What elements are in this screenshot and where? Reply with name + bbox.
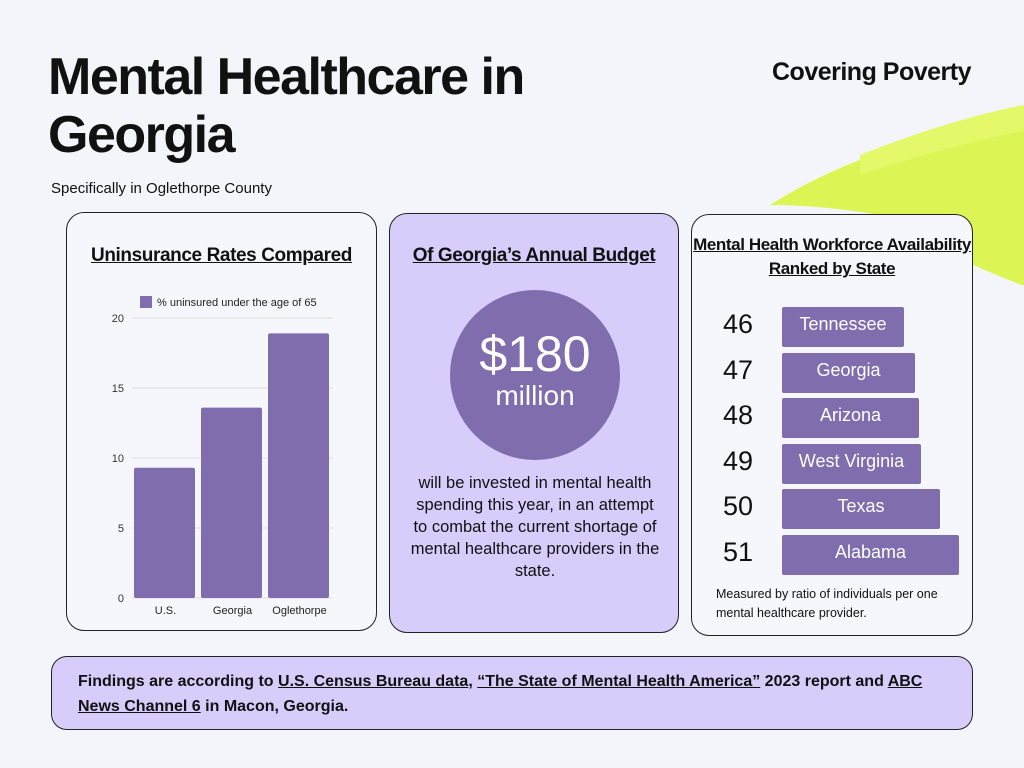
workforce-card: Mental Health Workforce Availability Ran… xyxy=(691,214,973,636)
budget-unit: million xyxy=(495,380,575,411)
y-tick-label: 0 xyxy=(118,593,124,605)
abc-news-link[interactable]: ABC News Channel 6 xyxy=(78,673,923,715)
rank-bar-texas: Texas xyxy=(782,489,940,529)
x-tick-label: U.S. xyxy=(155,605,176,617)
uninsurance-heading: Uninsurance Rates Compared xyxy=(91,245,352,266)
rank-bar-tennessee: Tennessee xyxy=(782,307,904,347)
rank-bar-arizona: Arizona xyxy=(782,398,919,438)
rank-bar-west-virginia: West Virginia xyxy=(782,443,921,484)
workforce-note: Measured by ratio of individuals per one… xyxy=(716,587,938,620)
y-tick-label: 10 xyxy=(112,453,124,465)
budget-circle: $180 million xyxy=(450,290,620,460)
rank-number: 48 xyxy=(722,400,754,430)
page-subtitle: Specifically in Oglethorpe County xyxy=(51,180,272,197)
footer-text: Findings are according to xyxy=(78,673,279,690)
budget-amount: $180 xyxy=(479,326,591,382)
y-tick-label: 20 xyxy=(112,313,124,325)
rank-number: 46 xyxy=(722,309,754,339)
workforce-heading: Mental Health Workforce Availability Ran… xyxy=(693,235,971,278)
x-tick-label: Georgia xyxy=(213,605,253,617)
rank-bar-alabama: Alabama xyxy=(782,534,959,575)
budget-card: Of Georgia’s Annual Budget $180 million … xyxy=(389,213,679,633)
page-title: Mental Healthcare in Georgia xyxy=(48,48,525,164)
bar-oglethorpe xyxy=(268,333,329,598)
bar-us xyxy=(134,467,195,598)
legend-swatch xyxy=(140,296,152,308)
budget-description: will be invested in mental health spendi… xyxy=(410,474,660,580)
rank-number: 51 xyxy=(722,536,754,567)
y-tick-label: 15 xyxy=(112,383,124,395)
bar-georgia xyxy=(201,407,262,598)
rank-number: 50 xyxy=(722,491,754,521)
footer-text: 2023 report and xyxy=(760,673,888,690)
legend-label: % uninsured under the age of 65 xyxy=(157,297,317,309)
budget-heading: Of Georgia’s Annual Budget xyxy=(412,245,656,266)
footer-text: , xyxy=(468,673,478,690)
brand-label: Covering Poverty xyxy=(772,58,972,86)
x-tick-label: Oglethorpe xyxy=(272,605,326,617)
uninsurance-card: Uninsurance Rates Compared 0 5 10 15 20 % uni… xyxy=(66,212,377,631)
sources-footer: Findings are according to U.S. Census Bu… xyxy=(51,656,973,730)
census-link[interactable]: U.S. Census Bureau data xyxy=(278,673,469,690)
uninsurance-bar-chart: 0 5 10 15 20 % uninsured under the age of 65 U… xyxy=(112,296,333,617)
rank-bar-georgia: Georgia xyxy=(782,352,915,393)
rank-number: 47 xyxy=(722,354,754,385)
footer-text: in Macon, Georgia. xyxy=(200,698,349,715)
y-tick-label: 5 xyxy=(118,523,124,535)
mha-report-link[interactable]: “The State of Mental Health America” xyxy=(477,673,761,690)
rank-number: 49 xyxy=(722,445,754,476)
